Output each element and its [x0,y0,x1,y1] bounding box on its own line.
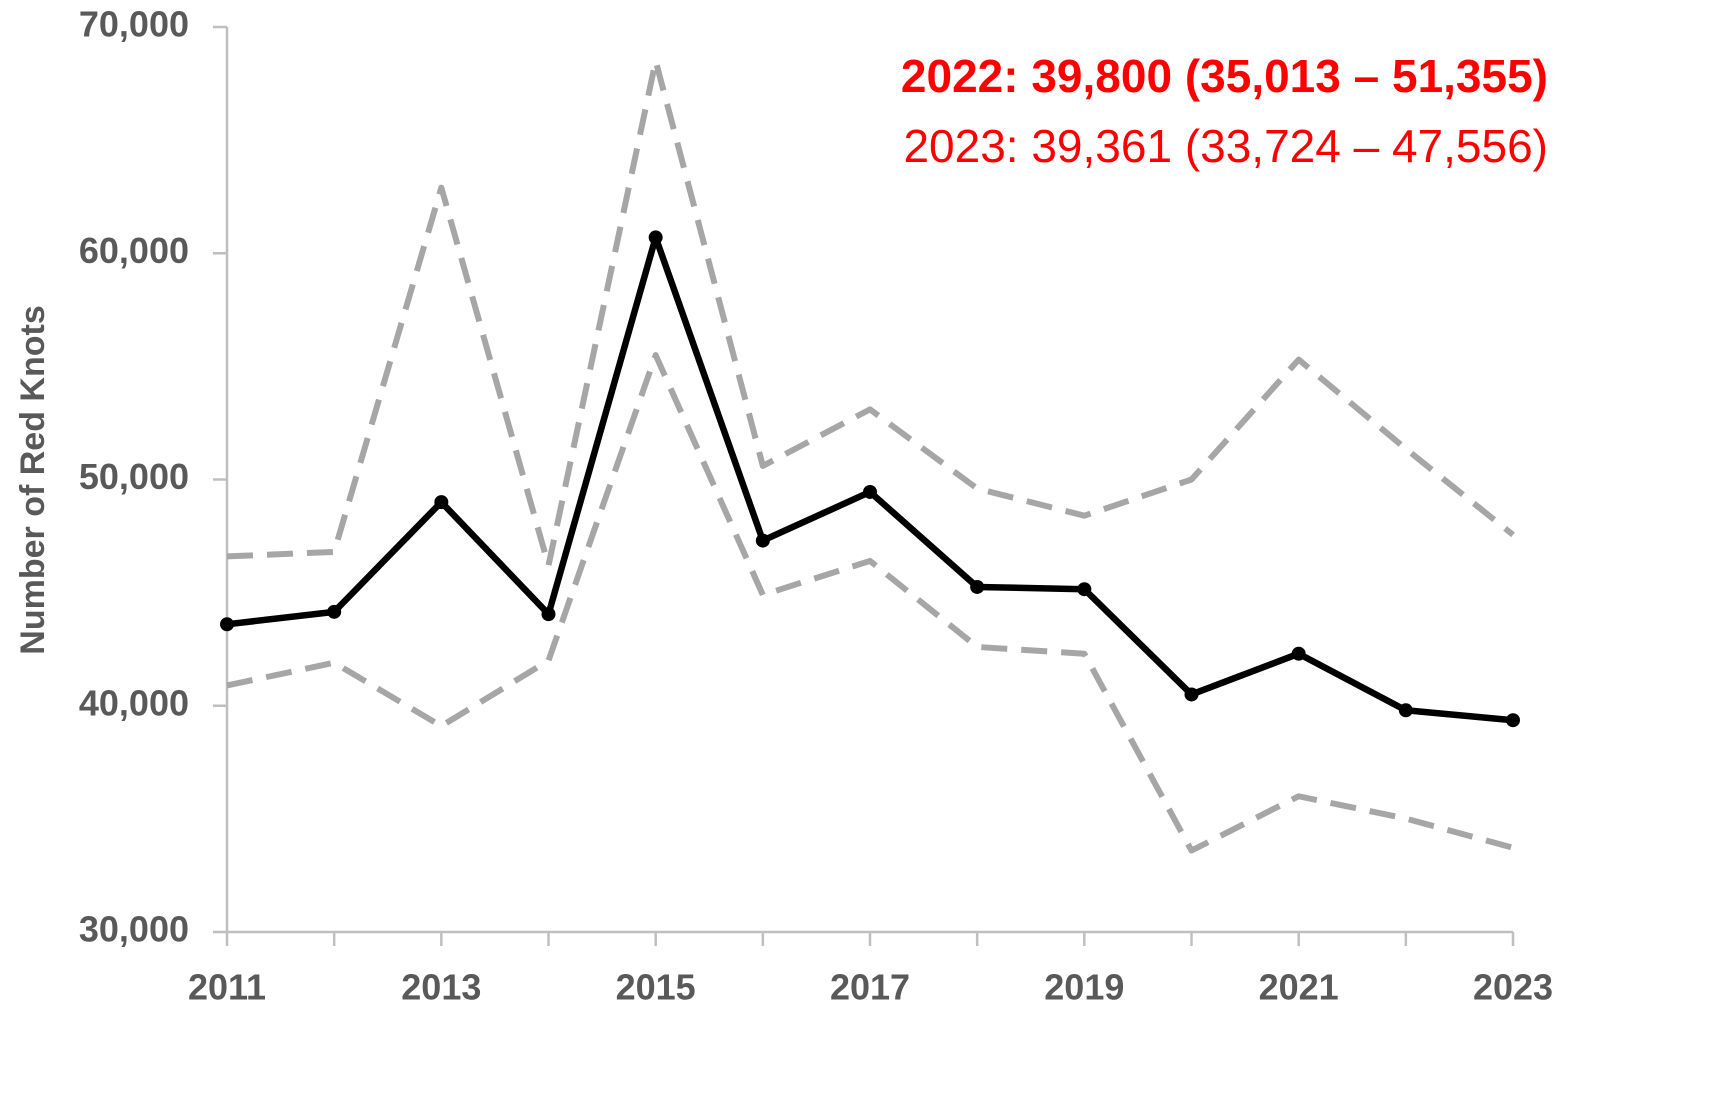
point [863,484,877,499]
point [1398,703,1413,718]
annotation: 2022: 39,800 (35,013 – 51,355) [901,50,1548,102]
point [755,533,770,548]
x-tick-label: 2015 [616,967,696,1008]
x-tick-label: 2019 [1044,967,1124,1008]
x-tick-label: 2021 [1259,967,1339,1008]
point [1077,582,1092,597]
point [1291,646,1306,661]
point [1184,687,1199,702]
series-line [226,57,1515,569]
y-tick-label: 60,000 [79,230,189,271]
y-axis-label: Number of Red Knots [14,305,52,654]
point [970,579,985,594]
x-tick-label: 2017 [830,967,910,1008]
y-tick-label: 30,000 [79,909,189,950]
series-line [226,234,1514,724]
series-line [226,352,1514,854]
point [327,604,342,619]
point [434,495,449,510]
point [1506,713,1520,728]
y-tick-label: 40,000 [79,682,189,723]
y-tick-label: 50,000 [79,456,189,497]
point [648,230,663,245]
point [541,607,556,622]
y-tick-label: 70,000 [79,4,189,45]
x-tick-label: 2013 [401,967,481,1008]
annotation: 2023: 39,361 (33,724 – 47,556) [903,120,1548,172]
point [220,617,234,632]
x-tick-label: 2011 [188,967,266,1008]
x-tick-label: 2023 [1473,967,1553,1008]
